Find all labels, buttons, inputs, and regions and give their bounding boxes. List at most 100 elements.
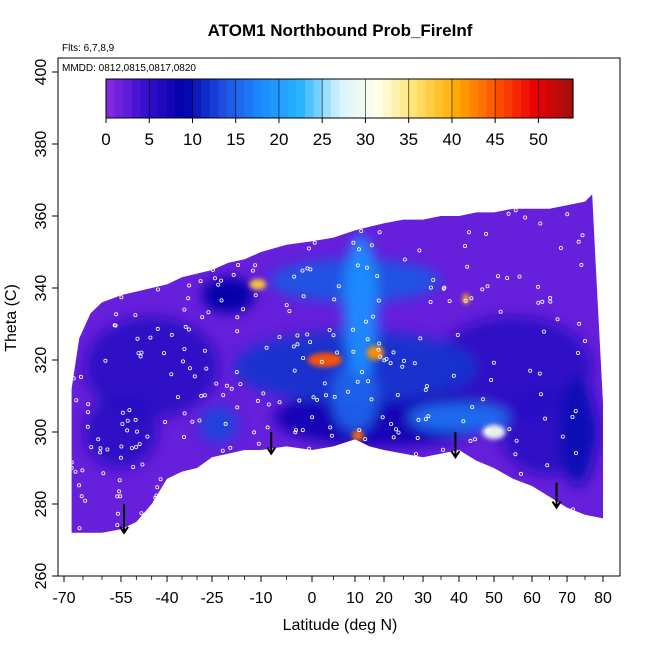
heatmap-hotspot-group: [352, 430, 364, 441]
track-point: [583, 338, 588, 343]
track-point: [359, 228, 364, 233]
track-point: [495, 274, 500, 279]
track-point: [265, 425, 270, 430]
track-point: [413, 452, 418, 457]
track-point: [505, 276, 510, 281]
track-point: [311, 395, 316, 400]
track-point: [125, 418, 130, 423]
track-point: [470, 404, 475, 409]
track-point: [376, 298, 381, 303]
x-tick-label: 80: [594, 590, 612, 607]
track-point: [402, 257, 407, 262]
track-point: [238, 382, 243, 387]
track-point: [570, 414, 575, 419]
track-point: [295, 333, 300, 338]
track-point: [539, 392, 544, 397]
track-point: [327, 327, 332, 332]
track-point: [305, 332, 310, 337]
track-point: [579, 262, 584, 267]
track-point: [220, 448, 225, 453]
y-tick-label: 300: [33, 419, 50, 446]
track-point: [489, 377, 494, 382]
track-point: [224, 383, 229, 388]
track-point: [301, 356, 306, 361]
heatmap-feature: [331, 360, 379, 432]
heatmap-feature: [249, 279, 267, 290]
heatmap-feature: [202, 277, 255, 314]
colorbar-swatch: [555, 79, 565, 118]
track-point: [356, 247, 361, 252]
x-tick-label: 70: [558, 590, 576, 607]
colorbar-tick-label: 15: [226, 130, 245, 149]
track-point: [145, 434, 150, 439]
heatmap-hotspot-group: [307, 352, 343, 368]
colorbar-swatch: [339, 79, 349, 118]
colorbar-swatch: [460, 79, 470, 118]
track-point: [375, 274, 380, 279]
track-point: [507, 427, 512, 432]
track-point: [115, 511, 120, 516]
track-point: [180, 359, 185, 364]
track-point: [86, 410, 91, 415]
track-point: [391, 435, 396, 440]
track-point: [235, 405, 240, 410]
track-point: [103, 358, 108, 363]
track-point: [513, 452, 518, 457]
track-point: [186, 327, 191, 332]
track-point: [306, 446, 311, 451]
colorbar-tick-label: 20: [270, 130, 289, 149]
colorbar-swatch: [218, 79, 228, 118]
track-point: [175, 395, 180, 400]
track-point: [219, 298, 224, 303]
track-point: [155, 287, 160, 292]
colorbar-swatch: [417, 79, 427, 118]
track-point: [461, 419, 466, 424]
x-tick-label: 30: [414, 590, 432, 607]
colorbar-swatch: [365, 79, 375, 118]
track-point: [369, 397, 374, 402]
colorbar-swatch: [183, 79, 194, 118]
flights-annotation: Flts: 6,7,8,9: [62, 43, 115, 54]
heatmap-hotspot-group: [249, 279, 267, 290]
track-point: [351, 349, 356, 354]
track-point: [182, 346, 187, 351]
track-point: [214, 381, 219, 386]
track-point: [235, 329, 240, 334]
track-point: [236, 262, 241, 267]
colorbar: 0 5 10 15 20 25 30 35 40 45 50: [101, 78, 574, 149]
track-point: [428, 285, 433, 290]
track-point: [331, 333, 336, 338]
track-point: [528, 368, 533, 373]
track-point: [287, 309, 292, 314]
track-point: [293, 430, 298, 435]
track-point: [148, 335, 153, 340]
track-point: [119, 295, 124, 300]
heatmap-feature: [559, 378, 596, 486]
track-point: [396, 430, 401, 435]
track-point: [235, 315, 240, 320]
colorbar-swatch: [374, 79, 384, 118]
track-point: [455, 332, 460, 337]
track-point: [291, 344, 296, 349]
track-point: [297, 398, 302, 403]
y-tick-label: 380: [33, 131, 50, 158]
track-point: [187, 283, 192, 288]
track-point: [119, 444, 124, 449]
track-point: [468, 438, 473, 443]
track-point: [79, 494, 84, 499]
track-point: [190, 419, 195, 424]
track-point: [466, 230, 471, 235]
colorbar-swatch: [538, 79, 548, 118]
track-point: [125, 428, 130, 433]
track-point: [129, 446, 134, 451]
track-point: [277, 334, 282, 339]
colorbar-swatch: [131, 79, 142, 118]
track-point: [389, 421, 394, 426]
track-point: [312, 240, 317, 245]
colorbar-swatch: [123, 79, 133, 118]
track-point: [426, 414, 431, 419]
track-point: [277, 400, 282, 405]
track-point: [115, 523, 120, 528]
track-point: [154, 493, 159, 498]
